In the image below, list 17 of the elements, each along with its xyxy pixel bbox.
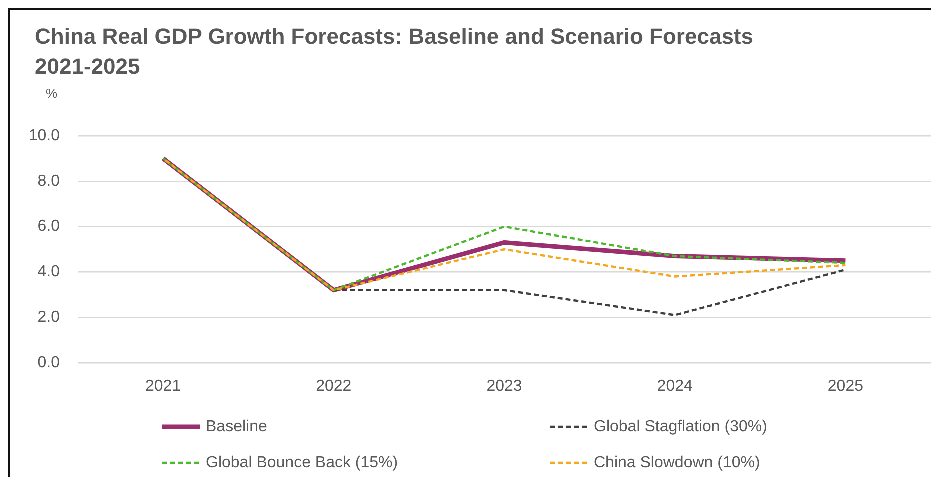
x-tick-label: 2024 xyxy=(657,378,693,396)
legend-label: Global Bounce Back (15%) xyxy=(206,454,398,472)
y-tick-label: 0.0 xyxy=(38,354,60,372)
legend-label: Global Stagflation (30%) xyxy=(594,418,768,436)
x-tick-label: 2021 xyxy=(146,378,182,396)
y-axis-title: % xyxy=(46,86,58,101)
y-tick-label: 6.0 xyxy=(38,218,60,236)
legend-label: China Slowdown (10%) xyxy=(594,454,760,472)
chart-title: China Real GDP Growth Forecasts: Baseline and Scenario Forecasts 2021-2025 xyxy=(35,23,754,81)
y-tick-label: 2.0 xyxy=(38,309,60,326)
x-tick-label: 2022 xyxy=(316,378,352,396)
y-tick-label: 10.0 xyxy=(28,127,60,144)
y-tick-label: 4.0 xyxy=(38,264,60,281)
y-tick-label: 8.0 xyxy=(38,172,60,190)
x-tick-label: 2025 xyxy=(828,378,864,396)
x-tick-label: 2023 xyxy=(486,378,522,396)
legend-label: Baseline xyxy=(206,418,268,436)
